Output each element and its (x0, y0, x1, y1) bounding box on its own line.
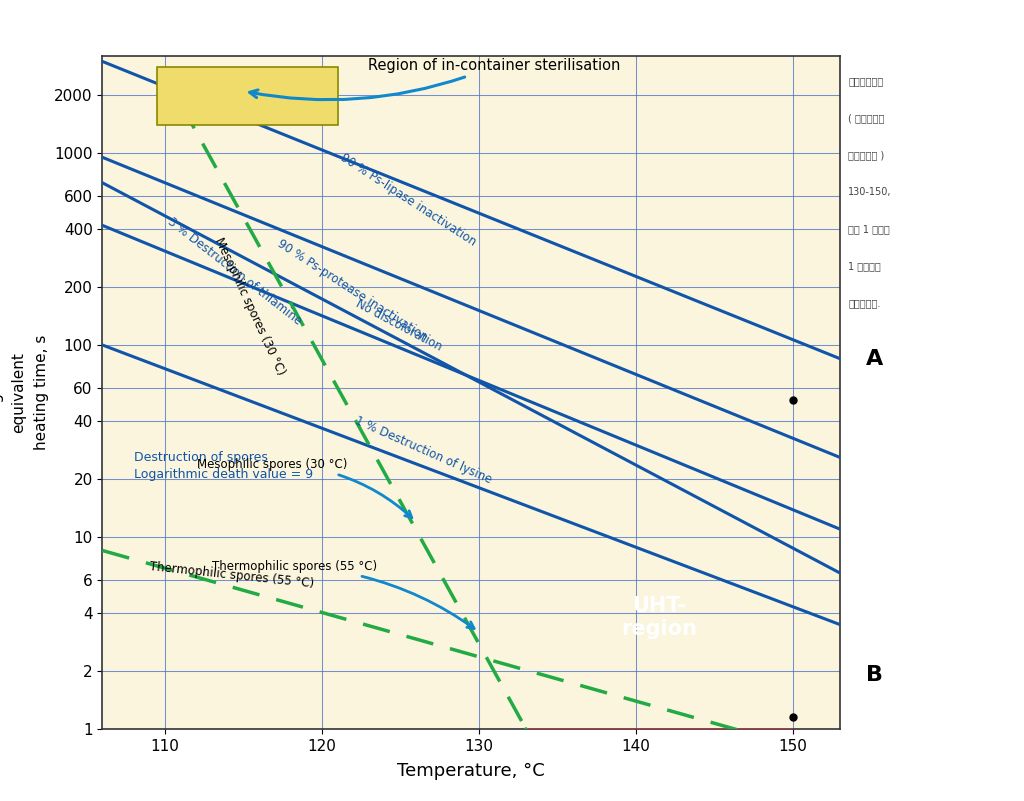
Bar (158, 67, 338, 125)
Y-axis label: Heating time or
equivalent
heating time, s: Heating time or equivalent heating time,… (0, 332, 48, 453)
Text: 저장이가능.: 저장이가능. (848, 298, 881, 308)
Text: 초고온멸균법: 초고온멸균법 (848, 76, 884, 87)
Text: 1 % Destruction of lysine: 1 % Destruction of lysine (353, 414, 495, 486)
Text: Mesophilic spores (30 °C): Mesophilic spores (30 °C) (197, 458, 412, 517)
Text: 90 % Ps-lipase inactivation: 90 % Ps-lipase inactivation (338, 151, 478, 248)
Text: Mesophilic spores (30 °C): Mesophilic spores (30 °C) (212, 235, 288, 376)
Text: Region of in-container sterilisation: Region of in-container sterilisation (250, 58, 621, 100)
Text: UHT-
region: UHT- region (622, 596, 697, 639)
Polygon shape (526, 729, 793, 801)
Text: Destruction of spores
Logarithmic death value = 9: Destruction of spores Logarithmic death … (134, 451, 313, 481)
Text: 멸균된우유 ): 멸균된우유 ) (848, 151, 885, 160)
Text: ( 상업적으로: ( 상업적으로 (848, 113, 885, 123)
X-axis label: Temperature, °C: Temperature, °C (397, 762, 545, 780)
Text: A: A (865, 349, 883, 368)
Text: 3 % Destruction of thiamine: 3 % Destruction of thiamine (165, 215, 304, 328)
Text: 90 % Ps-protease inactivation: 90 % Ps-protease inactivation (275, 237, 430, 344)
Text: 1 개월이상: 1 개월이상 (848, 261, 881, 272)
Text: 130-150,: 130-150, (848, 187, 892, 197)
Text: No discoloration: No discoloration (353, 297, 444, 353)
Text: B: B (865, 665, 883, 685)
Text: 최소 1 초이상: 최소 1 초이상 (848, 224, 890, 234)
Text: Thermophilic spores (55 °C): Thermophilic spores (55 °C) (150, 560, 315, 590)
Text: Thermophilic spores (55 °C): Thermophilic spores (55 °C) (212, 560, 474, 629)
